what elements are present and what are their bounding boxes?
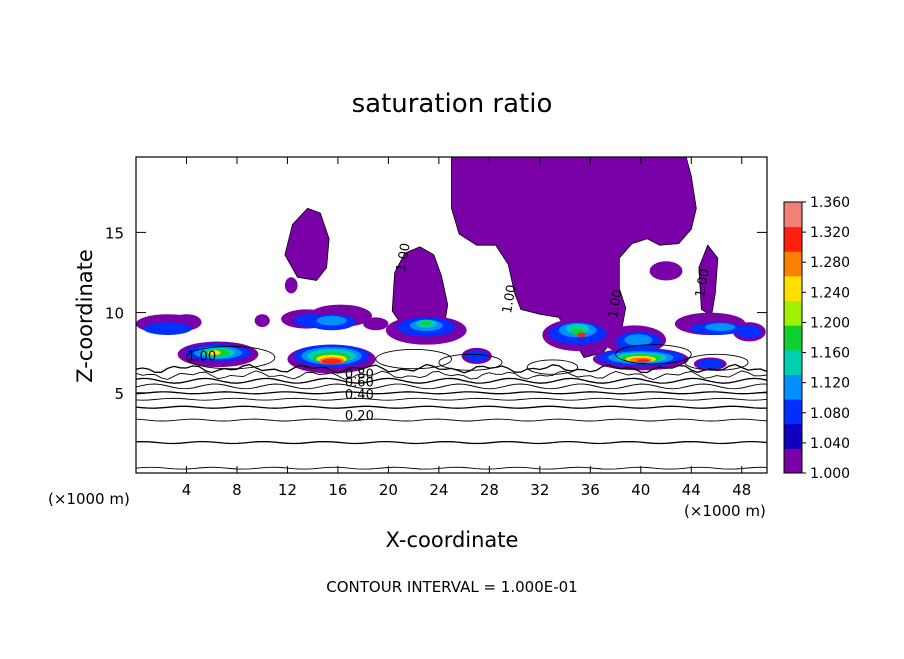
contour-line [136,383,767,390]
x-tick-label: 36 [581,481,600,499]
contour-line [136,466,767,470]
y-tick-label: 10 [105,305,124,323]
contour-label: 1.00 [606,288,626,319]
x-tick-label: 24 [429,481,448,499]
red-region [321,358,342,365]
blue-region [465,350,489,362]
contour-label: 1.00 [187,350,216,365]
red-region [577,332,586,338]
contour-label: 1.00 [693,268,713,299]
contour-interval-note: CONTOUR INTERVAL = 1.000E-01 [326,578,577,596]
x-tick-label: 40 [631,481,650,499]
contour-loop [684,353,749,371]
colorbar-tick-label: 1.120 [810,376,850,392]
contour-line [136,440,767,445]
colorbar-segment [784,374,802,400]
colorbar-tick-label: 1.200 [810,315,850,331]
colorbar-tick-label: 1.360 [810,195,850,211]
x-tick-label: 48 [732,481,751,499]
x-axis: 4 8 12 16 20 24 28 32 36 40 44 48 [182,157,751,499]
contour-loop [615,344,692,365]
lightblue-region [316,315,347,326]
colorbar-tick-label: 1.320 [810,225,850,241]
lightblue-region [624,334,653,346]
blue-region [697,359,723,369]
blue-region [736,325,762,339]
saturation-field [136,157,766,374]
contour-label: 0.20 [345,409,374,424]
upper-cloud [284,207,330,281]
y-axis: 5 10 15 [105,224,767,403]
contour-line [136,397,767,401]
blue-region [293,314,327,328]
colorbar-segment [784,448,802,474]
x-tick-label: 20 [379,481,398,499]
x-unit-right: (×1000 m) [684,502,766,520]
colorbar-segment [784,423,802,449]
colorbar: 1.360 1.320 1.280 1.240 1.200 1.160 1.120 1.080… [783,195,850,482]
contour-line [136,418,767,422]
colorbar-segment [784,300,802,326]
colorbar-segment [784,399,802,425]
x-tick-label: 32 [530,481,549,499]
colorbar-tick-label: 1.240 [810,285,850,301]
contour-labels: 0.20 0.400.600.80 1.00 1.00 1.00 1.00 1.00 [187,242,713,424]
contour-line [136,391,767,395]
contour-label: 1.00 [500,284,520,315]
tower-cloud-1 [391,246,449,326]
colorbar-tick-label: 1.000 [810,466,850,482]
contour-loop [438,353,503,371]
contour-loop [186,345,276,370]
lightblue-region [705,323,736,332]
contour-label: 0.40 [345,388,374,403]
colorbar-tick-label: 1.160 [810,346,850,362]
contour-line [136,377,767,384]
colorbar-segment [784,325,802,351]
colorbar-frame [783,201,803,474]
x-axis-label: X-coordinate [386,528,519,552]
colorbar-segment [784,251,802,277]
contour-label: 0.80 [345,367,374,382]
contour-lines [136,344,767,470]
anvil-edge-blob [649,261,683,281]
blue-region [143,322,192,336]
x-tick-label: 8 [232,481,242,499]
chart-title: saturation ratio [352,89,553,119]
small-cloud [284,277,298,294]
plot-frame [135,156,768,474]
x-tick-label: 4 [182,481,192,499]
yellow-region [207,350,221,356]
colorbar-segment [784,275,802,302]
contour-line [136,370,767,380]
x-tick-label: 16 [328,481,347,499]
colorbar-segment [784,202,802,228]
red-region [637,359,650,363]
contour-label: 0.60 [345,375,374,390]
tower-cloud-2 [698,244,719,317]
y-tick-label: 15 [105,224,124,242]
x-unit-left: (×1000 m) [48,490,130,508]
x-tick-label: 28 [480,481,499,499]
contour-loop [526,359,579,375]
colorbar-tick-label: 1.080 [810,406,850,422]
colorbar-tick-label: 1.040 [810,436,850,452]
contour-loop [375,349,452,370]
y-tick-label: 5 [114,385,124,403]
colorbar-segment [784,349,802,375]
low-cloud [363,317,389,331]
x-tick-label: 12 [278,481,297,499]
colorbar-tick-label: 1.280 [810,255,850,271]
colorbar-segment [784,226,802,252]
x-tick-label: 44 [682,481,701,499]
contour-line [136,405,767,409]
y-axis-label: Z-coordinate [73,249,97,383]
green-region [421,320,432,326]
contour-label: 1.00 [394,242,414,273]
low-cloud [254,314,270,328]
